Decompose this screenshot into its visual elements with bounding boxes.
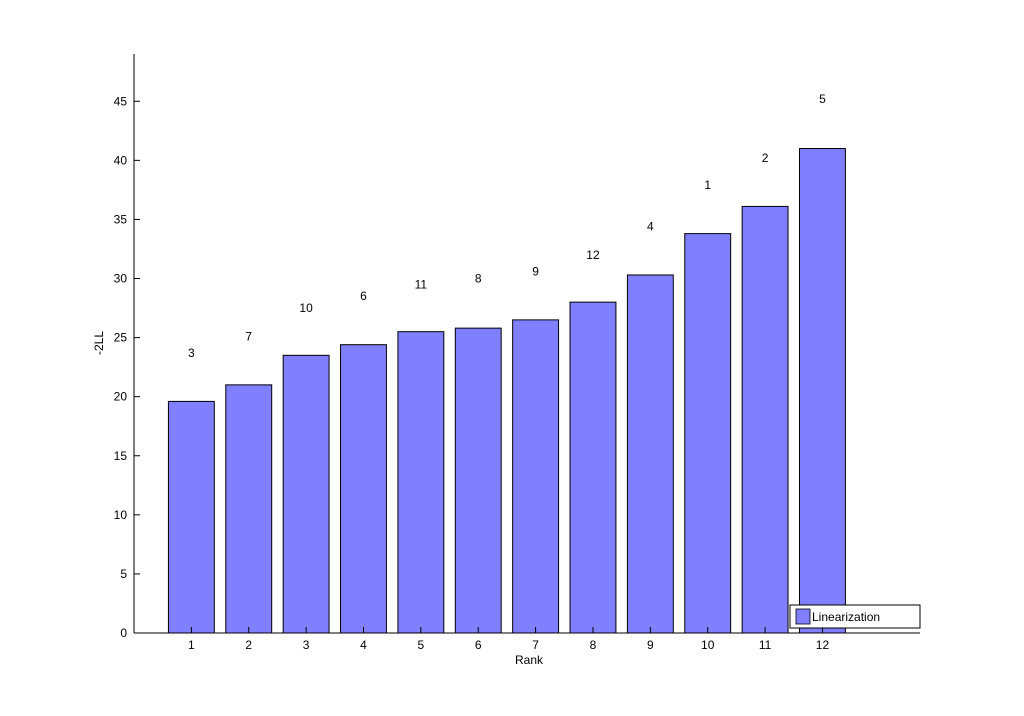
x-tick-label: 7 [532,638,539,652]
bar-annotation: 5 [819,92,826,106]
bar [799,148,846,634]
x-tick-label: 11 [759,638,772,652]
y-tick-label: 25 [114,331,128,345]
bar [167,400,215,634]
bar-annotation: 6 [360,289,367,303]
x-tick-label: 8 [590,638,597,652]
legend: Linearization [789,604,921,629]
bar-annotation: 12 [586,248,600,262]
bar-annotation: 9 [532,264,539,278]
bar-annotation: 3 [188,346,195,360]
x-tick-label: 5 [418,638,425,652]
y-ticks: 0 5 10 15 20 25 30 35 40 45 [114,94,140,640]
bar [569,301,617,634]
legend-label: Linearization [812,610,880,624]
bar-annotation: 10 [299,301,313,315]
y-tick-label: 30 [114,272,128,286]
x-tick-label: 6 [475,638,482,652]
x-axis-title: Rank [515,653,544,667]
y-tick-label: 15 [114,449,128,463]
bars [167,148,846,634]
bar-annotation: 2 [762,151,769,165]
bar-annotation: 4 [647,220,654,234]
y-tick-label: 45 [114,94,128,108]
y-tick-label: 20 [114,390,128,404]
legend-box [789,604,921,629]
bar [282,354,330,634]
x-tick-label: 4 [360,638,367,652]
x-tick-label: 9 [647,638,654,652]
x-tick-label: 3 [303,638,310,652]
bar [225,384,273,634]
y-tick-label: 0 [120,626,127,640]
x-tick-label: 12 [816,638,830,652]
y-tick-label: 5 [120,567,127,581]
y-axis-title: -2LL [92,331,106,355]
y-tick-label: 35 [114,212,128,226]
x-tick-label: 10 [701,638,715,652]
bar [684,233,732,634]
y-tick-label: 10 [114,508,128,522]
bar-annotation: 11 [415,277,428,291]
bar [512,319,560,634]
x-tick-label: 1 [188,638,195,652]
y-tick-label: 40 [114,153,128,167]
x-tick-label: 2 [245,638,252,652]
bar [741,205,789,634]
bar [454,327,502,634]
bar [340,344,387,634]
x-ticks: 1 2 3 4 5 6 7 8 9 10 11 12 [188,627,829,652]
bar [626,274,674,634]
bar-annotation: 8 [475,272,482,286]
bar-annotation: 1 [704,178,711,192]
bar-annotation: 7 [245,329,252,343]
legend-swatch [795,608,811,625]
bar [397,331,445,634]
